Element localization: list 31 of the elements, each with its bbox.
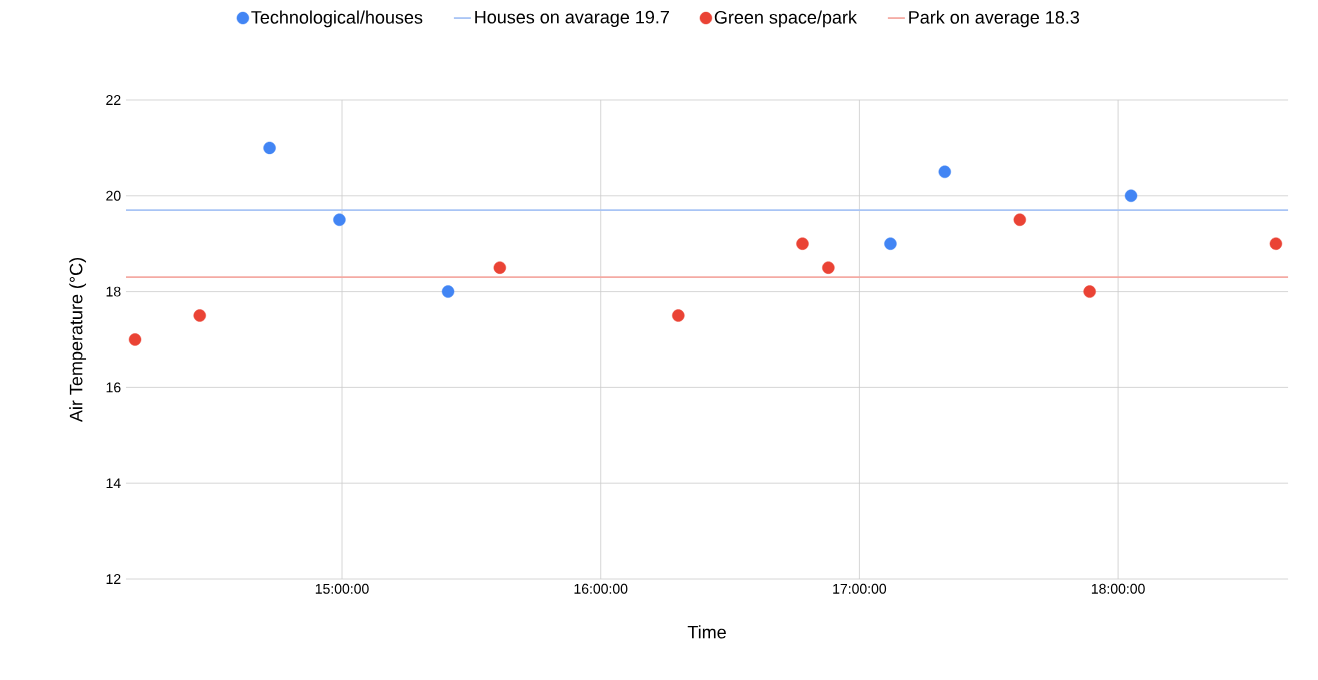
point [1269, 237, 1283, 250]
x-tick-label: 15:00:00 [315, 583, 369, 594]
point [128, 333, 142, 346]
point [441, 285, 455, 298]
point [1124, 189, 1138, 202]
x-axis-title: Time [687, 625, 726, 639]
legend-label: Park on average 18.3 [909, 10, 1080, 28]
point [193, 309, 206, 322]
x-tick-label: 17:00:00 [833, 583, 887, 594]
y-tick-label: 18 [106, 286, 121, 297]
y-axis-title: Air Temperature (°C) [69, 258, 87, 423]
point [938, 165, 951, 179]
x-tick-label: 18:00:00 [1091, 583, 1145, 594]
point [1083, 285, 1096, 298]
y-tick-label: 12 [106, 574, 121, 584]
y-tick-label: 14 [106, 478, 121, 489]
y-tick-label: 16 [106, 382, 121, 393]
point [263, 141, 276, 155]
legend-label: Green space/park [714, 10, 857, 28]
point [493, 261, 507, 274]
legend-label: Houses on avarage 19.7 [475, 10, 669, 28]
legend-label: Technological/houses [251, 10, 423, 28]
point [1013, 213, 1026, 226]
point [672, 309, 685, 322]
point [884, 237, 897, 250]
point [796, 237, 809, 250]
point [333, 213, 346, 226]
point [822, 261, 835, 274]
y-tick-label: 22 [106, 95, 121, 105]
y-tick-label: 20 [106, 190, 121, 201]
x-tick-label: 16:00:00 [574, 583, 628, 594]
